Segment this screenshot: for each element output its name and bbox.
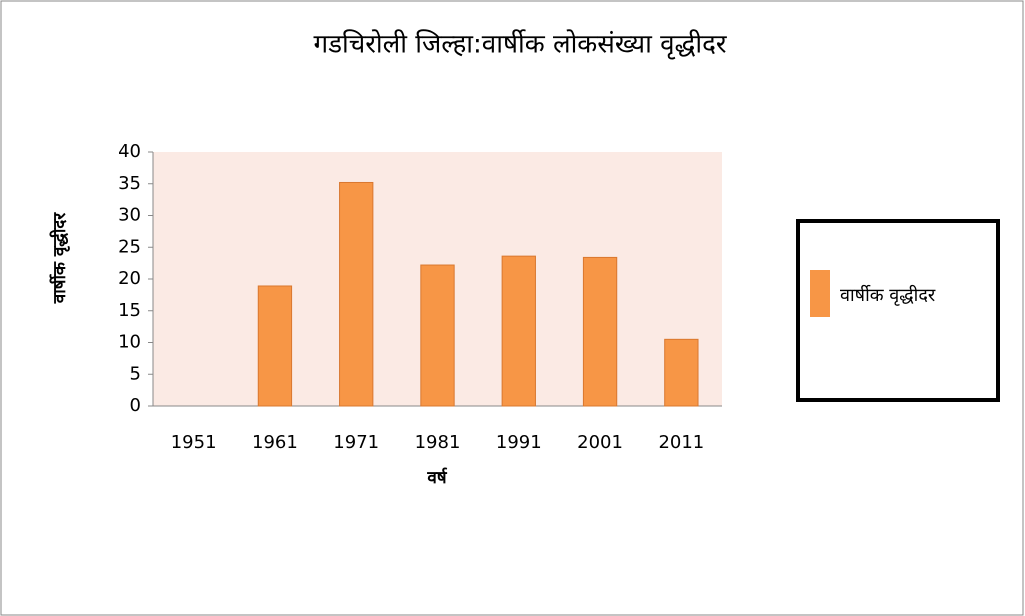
y-tick-label: 40 bbox=[118, 141, 141, 162]
bar bbox=[582, 256, 618, 407]
bar bbox=[501, 255, 536, 407]
y-tick-label: 20 bbox=[118, 268, 141, 289]
x-tick-label: 1981 bbox=[415, 432, 461, 453]
legend-label: वार्षीक वृद्धीदर bbox=[840, 284, 936, 306]
y-tick-label: 35 bbox=[118, 173, 141, 194]
y-tick-label: 25 bbox=[118, 236, 141, 257]
bar bbox=[339, 181, 374, 407]
bar bbox=[420, 264, 455, 407]
x-tick-label: 1961 bbox=[252, 432, 298, 453]
y-tick-label: 0 bbox=[130, 395, 141, 416]
legend-box bbox=[796, 219, 1000, 402]
legend-swatch bbox=[810, 270, 830, 317]
x-tick-label: 1971 bbox=[333, 432, 379, 453]
bar bbox=[664, 338, 699, 407]
y-tick-label: 30 bbox=[118, 205, 141, 226]
y-axis-label: वार्षीक वृद्धीदर bbox=[49, 212, 70, 305]
x-tick-label: 2001 bbox=[577, 432, 623, 453]
chart-title: गडचिरोली जिल्हा:वार्षीक लोकसंख्या वृद्धी… bbox=[313, 29, 727, 60]
x-tick-label: 1951 bbox=[171, 432, 217, 453]
x-tick-label: 2011 bbox=[658, 432, 704, 453]
x-axis-label: वर्ष bbox=[426, 467, 447, 488]
y-tick-label: 5 bbox=[130, 363, 141, 384]
y-tick-label: 10 bbox=[118, 332, 141, 353]
x-tick-label: 1991 bbox=[496, 432, 542, 453]
bar bbox=[257, 285, 293, 407]
y-tick-label: 15 bbox=[118, 300, 141, 321]
